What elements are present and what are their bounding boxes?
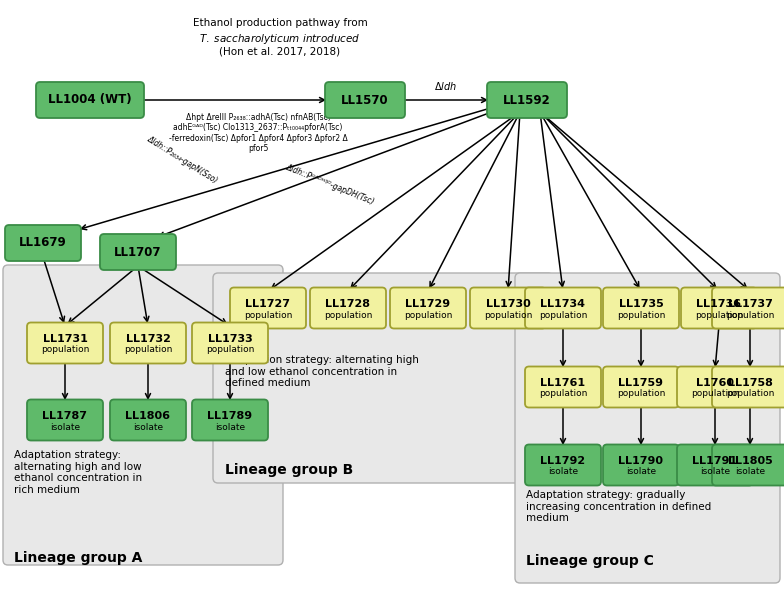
FancyBboxPatch shape — [525, 287, 601, 329]
FancyBboxPatch shape — [677, 367, 753, 407]
Text: population: population — [404, 311, 452, 319]
Text: Δldh::Pᴳᴬᴰᴴᴵᴶᴰ-gapDH(Tsc): Δldh::Pᴳᴬᴰᴴᴵᴶᴰ-gapDH(Tsc) — [285, 163, 376, 207]
Text: population: population — [124, 346, 172, 355]
Text: LL1728: LL1728 — [325, 299, 371, 309]
FancyBboxPatch shape — [3, 265, 283, 565]
Text: LL1787: LL1787 — [42, 411, 88, 421]
Text: $T.$ $saccharolyticum$ introduced: $T.$ $saccharolyticum$ introduced — [199, 32, 361, 46]
Text: LL1789: LL1789 — [208, 411, 252, 421]
Text: LL1806: LL1806 — [125, 411, 170, 421]
Text: Lineage group C: Lineage group C — [526, 554, 654, 568]
Text: Lineage group A: Lineage group A — [14, 551, 143, 565]
Text: LL1735: LL1735 — [619, 299, 663, 309]
FancyBboxPatch shape — [230, 287, 306, 329]
Text: LL1731: LL1731 — [42, 334, 88, 344]
FancyBboxPatch shape — [712, 287, 784, 329]
Text: LL1734: LL1734 — [540, 299, 586, 309]
Text: LL1758: LL1758 — [728, 378, 772, 388]
Text: isolate: isolate — [548, 467, 578, 476]
FancyBboxPatch shape — [603, 445, 679, 485]
Text: LL1737: LL1737 — [728, 299, 772, 309]
FancyBboxPatch shape — [390, 287, 466, 329]
FancyBboxPatch shape — [27, 400, 103, 440]
Text: Adaptation strategy:
alternating high and low
ethanol concentration in
rich medi: Adaptation strategy: alternating high an… — [14, 450, 142, 495]
Text: Adaptation strategy: gradually
increasing concentration in defined
medium: Adaptation strategy: gradually increasin… — [526, 490, 711, 523]
FancyBboxPatch shape — [325, 82, 405, 118]
FancyBboxPatch shape — [192, 400, 268, 440]
FancyBboxPatch shape — [213, 273, 553, 483]
Text: Adaptation strategy: alternating high
and low ethanol concentration in
defined m: Adaptation strategy: alternating high an… — [225, 355, 419, 388]
Text: population: population — [617, 389, 665, 398]
Text: population: population — [539, 389, 587, 398]
FancyBboxPatch shape — [110, 400, 186, 440]
Text: LL1729: LL1729 — [405, 299, 451, 309]
FancyBboxPatch shape — [487, 82, 567, 118]
FancyBboxPatch shape — [515, 273, 780, 583]
Text: Ethanol production pathway from: Ethanol production pathway from — [193, 18, 368, 28]
Text: isolate: isolate — [133, 422, 163, 431]
Text: LL1004 (WT): LL1004 (WT) — [48, 94, 132, 107]
Text: LL1570: LL1570 — [341, 94, 389, 107]
Text: population: population — [41, 346, 89, 355]
Text: LL1733: LL1733 — [208, 334, 252, 344]
FancyBboxPatch shape — [110, 323, 186, 364]
Text: isolate: isolate — [626, 467, 656, 476]
Text: LL1805: LL1805 — [728, 456, 772, 466]
Text: population: population — [726, 311, 774, 319]
FancyBboxPatch shape — [470, 287, 546, 329]
Text: population: population — [691, 389, 739, 398]
Text: population: population — [244, 311, 292, 319]
Text: L1760: L1760 — [696, 378, 734, 388]
Text: population: population — [206, 346, 254, 355]
Text: LL1792: LL1792 — [540, 456, 586, 466]
FancyBboxPatch shape — [603, 287, 679, 329]
Text: LL1592: LL1592 — [503, 94, 551, 107]
FancyBboxPatch shape — [603, 367, 679, 407]
Text: LL1736: LL1736 — [696, 299, 742, 309]
Text: LL1679: LL1679 — [19, 236, 67, 250]
Text: LL1727: LL1727 — [245, 299, 291, 309]
FancyBboxPatch shape — [712, 445, 784, 485]
Text: LL1730: LL1730 — [485, 299, 530, 309]
FancyBboxPatch shape — [525, 367, 601, 407]
Text: isolate: isolate — [735, 467, 765, 476]
FancyBboxPatch shape — [5, 225, 81, 261]
Text: population: population — [695, 311, 743, 319]
Text: Lineage group B: Lineage group B — [225, 463, 354, 477]
Text: LL1707: LL1707 — [114, 245, 162, 259]
Text: population: population — [324, 311, 372, 319]
Text: isolate: isolate — [50, 422, 80, 431]
FancyBboxPatch shape — [310, 287, 386, 329]
FancyBboxPatch shape — [677, 445, 753, 485]
Text: population: population — [484, 311, 532, 319]
Text: LL1732: LL1732 — [125, 334, 170, 344]
Text: LL1791: LL1791 — [692, 456, 738, 466]
Text: LL1790: LL1790 — [619, 456, 663, 466]
Text: population: population — [726, 389, 774, 398]
Text: population: population — [617, 311, 665, 319]
Text: LL1759: LL1759 — [619, 378, 663, 388]
FancyBboxPatch shape — [712, 367, 784, 407]
FancyBboxPatch shape — [36, 82, 144, 118]
Text: population: population — [539, 311, 587, 319]
FancyBboxPatch shape — [192, 323, 268, 364]
Text: LL1761: LL1761 — [540, 378, 586, 388]
FancyBboxPatch shape — [27, 323, 103, 364]
FancyBboxPatch shape — [525, 445, 601, 485]
Text: isolate: isolate — [700, 467, 730, 476]
Text: (Hon et al. 2017, 2018): (Hon et al. 2017, 2018) — [220, 46, 340, 56]
FancyBboxPatch shape — [100, 234, 176, 270]
FancyBboxPatch shape — [681, 287, 757, 329]
Text: $\Delta$ldh: $\Delta$ldh — [434, 80, 458, 92]
Text: Δhpt ΔrelII P₂₆₃₈::adhA(Tsc) nfnAB(Tsc)
adhEᴳᴬᴰ(Tsc) Clo1313_2637::Pₜₜ₀₀₄₄pforA(: Δhpt ΔrelII P₂₆₃₈::adhA(Tsc) nfnAB(Tsc) … — [169, 113, 347, 153]
Text: isolate: isolate — [215, 422, 245, 431]
Text: Δldh::P₂₆₃₄-gapN(Sso): Δldh::P₂₆₃₄-gapN(Sso) — [145, 134, 219, 185]
